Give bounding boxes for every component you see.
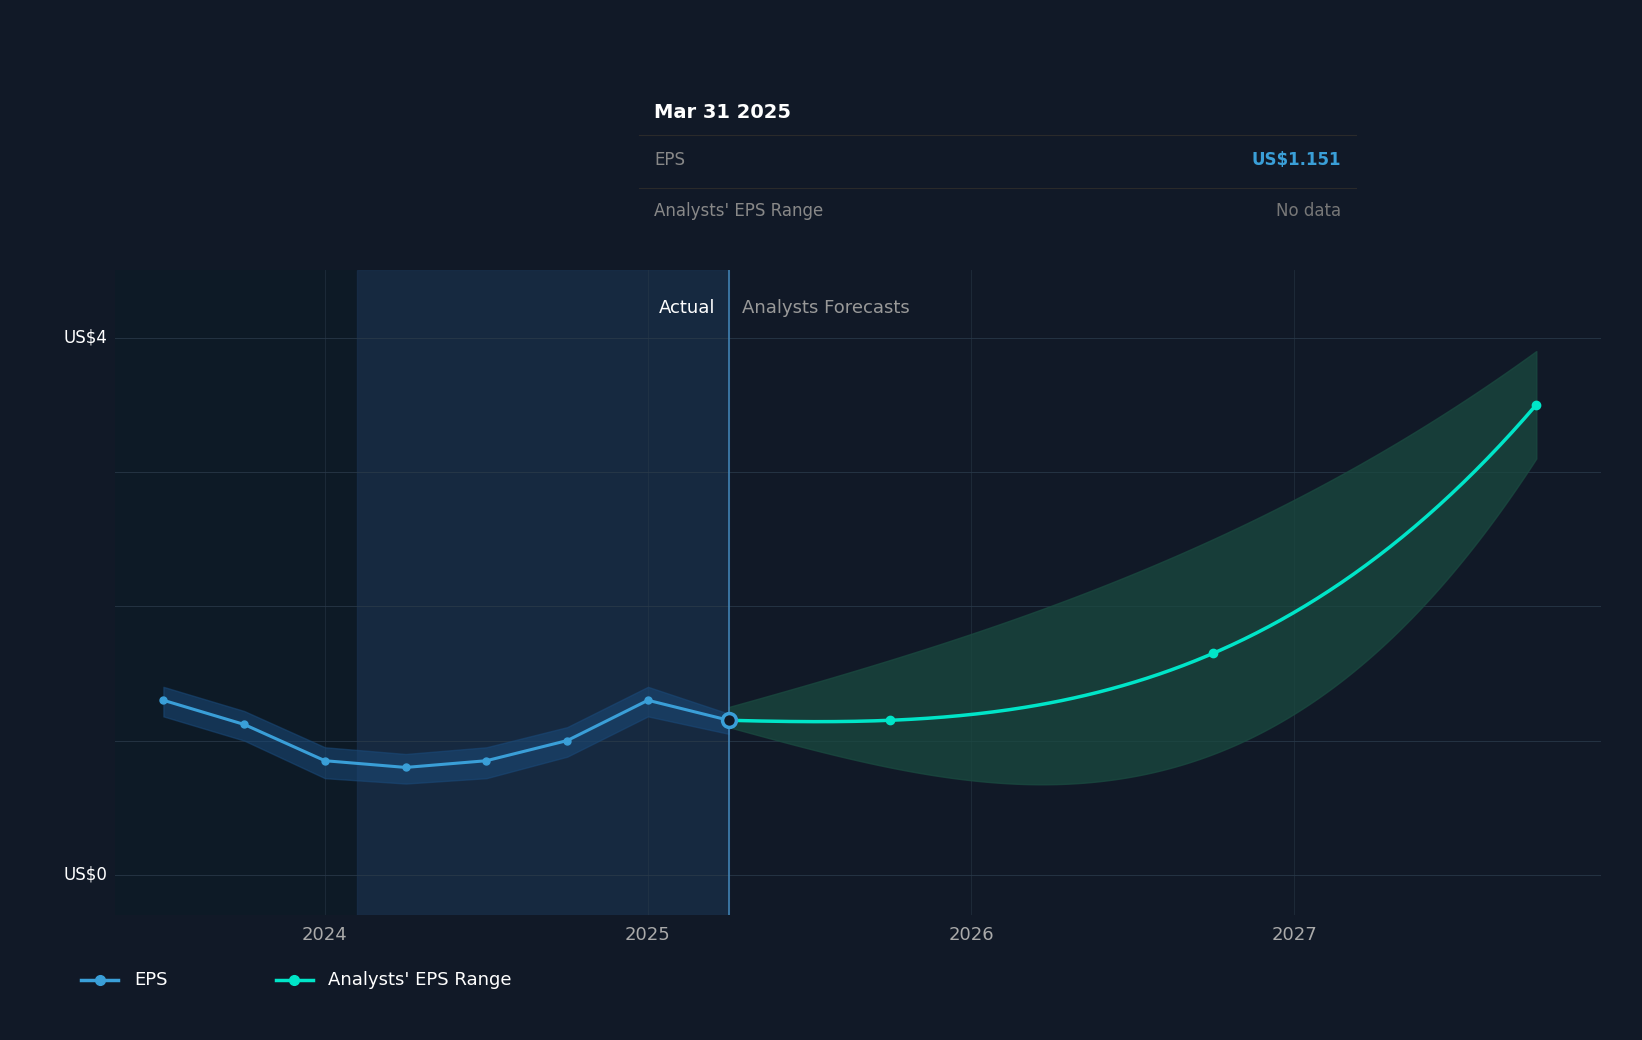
Bar bbox=[358, 270, 729, 915]
Text: EPS: EPS bbox=[135, 971, 167, 989]
Bar bbox=[729, 270, 1601, 915]
Text: US$4: US$4 bbox=[64, 329, 107, 346]
Text: Analysts Forecasts: Analysts Forecasts bbox=[742, 300, 910, 317]
Text: EPS: EPS bbox=[654, 151, 685, 168]
Bar bbox=[115, 270, 358, 915]
Text: Mar 31 2025: Mar 31 2025 bbox=[654, 103, 791, 122]
Text: No data: No data bbox=[1276, 203, 1342, 220]
Text: US$1.151: US$1.151 bbox=[1251, 151, 1342, 168]
Text: Analysts' EPS Range: Analysts' EPS Range bbox=[328, 971, 512, 989]
Text: Analysts' EPS Range: Analysts' EPS Range bbox=[654, 203, 823, 220]
Bar bbox=[358, 270, 729, 915]
Text: Actual: Actual bbox=[660, 300, 716, 317]
Text: US$0: US$0 bbox=[64, 866, 107, 884]
